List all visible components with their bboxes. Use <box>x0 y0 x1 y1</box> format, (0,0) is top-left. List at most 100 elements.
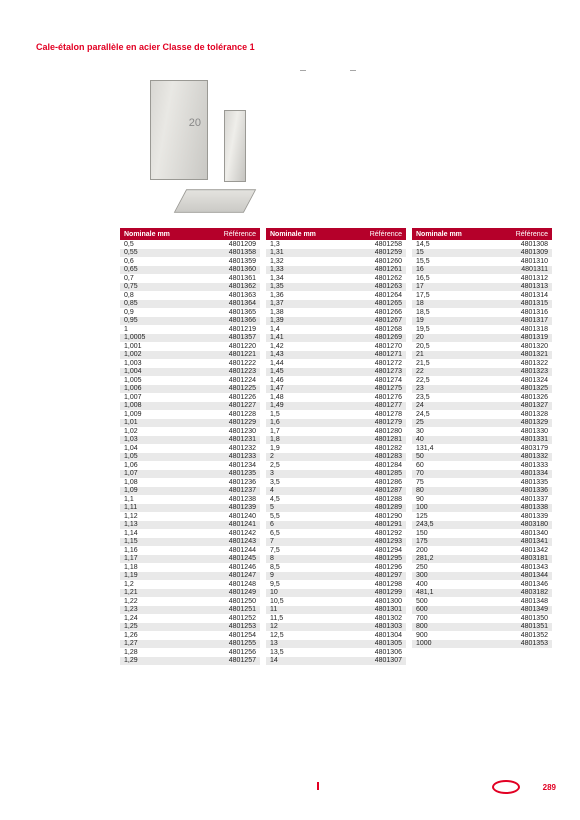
cell-nominal: 6,5 <box>266 530 347 537</box>
cell-nominal: 8 <box>266 555 347 562</box>
cell-reference: 4801245 <box>201 555 260 562</box>
cell-nominal: 1,38 <box>266 309 347 316</box>
cell-nominal: 1,09 <box>120 487 201 494</box>
cell-nominal: 1,7 <box>266 428 347 435</box>
cell-nominal: 11,5 <box>266 615 347 622</box>
cell-reference: 4801228 <box>201 411 260 418</box>
cell-nominal: 500 <box>412 598 493 605</box>
table-row: 481,14803182 <box>412 589 552 598</box>
cell-nominal: 281,2 <box>412 555 493 562</box>
cell-reference: 4801307 <box>347 657 406 664</box>
table-row: 1,454801273 <box>266 368 406 377</box>
cell-reference: 4801283 <box>347 453 406 460</box>
cell-nominal: 1,41 <box>266 334 347 341</box>
header-reference: Référence <box>201 231 260 238</box>
table-row: 1,184801246 <box>120 563 260 572</box>
table-row: 18,54801316 <box>412 308 552 317</box>
cell-reference: 4801257 <box>201 657 260 664</box>
cell-nominal: 1,18 <box>120 564 201 571</box>
cell-nominal: 1 <box>120 326 201 333</box>
cell-nominal: 7,5 <box>266 547 347 554</box>
cell-nominal: 15 <box>412 249 493 256</box>
table-row: 14801219 <box>120 325 260 334</box>
header-nominal: Nominale mm <box>266 231 347 238</box>
table-row: 1,24801248 <box>120 580 260 589</box>
cell-reference: 4801284 <box>347 462 406 469</box>
table-row: 304801330 <box>412 427 552 436</box>
cell-reference: 4801246 <box>201 564 260 571</box>
cell-nominal: 20,5 <box>412 343 493 350</box>
cell-reference: 4801364 <box>201 300 260 307</box>
cell-nominal: 1,01 <box>120 419 201 426</box>
cell-reference: 4801365 <box>201 309 260 316</box>
table-row: 17,54801314 <box>412 291 552 300</box>
table-row: 174801313 <box>412 283 552 292</box>
table-row: 1,464801274 <box>266 376 406 385</box>
table-row: 20,54801320 <box>412 342 552 351</box>
cell-nominal: 19 <box>412 317 493 324</box>
cell-reference: 4801239 <box>201 504 260 511</box>
table-row: 1,274801255 <box>120 640 260 649</box>
table-row: 704801334 <box>412 470 552 479</box>
page-number: 289 <box>543 783 556 792</box>
cell-reference: 4803180 <box>493 521 552 528</box>
cell-reference: 4801312 <box>493 275 552 282</box>
cell-reference: 4801244 <box>201 547 260 554</box>
cell-nominal: 1,31 <box>266 249 347 256</box>
cell-reference: 4801225 <box>201 385 260 392</box>
cell-nominal: 80 <box>412 487 493 494</box>
cell-reference: 4801306 <box>347 649 406 656</box>
cell-reference: 4801320 <box>493 343 552 350</box>
cell-nominal: 1,27 <box>120 640 201 647</box>
cell-reference: 4801287 <box>347 487 406 494</box>
cell-reference: 4801232 <box>201 445 260 452</box>
table-row: 1,14801238 <box>120 495 260 504</box>
cell-nominal: 1,1 <box>120 496 201 503</box>
table-row: 64801291 <box>266 521 406 530</box>
cell-reference: 4801226 <box>201 394 260 401</box>
table-row: 22,54801324 <box>412 376 552 385</box>
table-row: 19,54801318 <box>412 325 552 334</box>
cell-reference: 4801238 <box>201 496 260 503</box>
table-row: 15,54801310 <box>412 257 552 266</box>
cell-nominal: 75 <box>412 479 493 486</box>
cell-reference: 4801305 <box>347 640 406 647</box>
cell-nominal: 131,4 <box>412 445 493 452</box>
table-row: 204801319 <box>412 334 552 343</box>
table-row: 1,474801275 <box>266 385 406 394</box>
header-reference: Référence <box>347 231 406 238</box>
cell-nominal: 2,5 <box>266 462 347 469</box>
table-row: 10,54801300 <box>266 597 406 606</box>
table-row: 1,084801236 <box>120 478 260 487</box>
cell-reference: 4801339 <box>493 513 552 520</box>
table-row: 1,134801241 <box>120 521 260 530</box>
cell-reference: 4801293 <box>347 538 406 545</box>
cell-reference: 4801227 <box>201 402 260 409</box>
table-row: 3004801344 <box>412 572 552 581</box>
cell-reference: 4801249 <box>201 589 260 596</box>
table-row: 1,324801260 <box>266 257 406 266</box>
table-row: 1,414801269 <box>266 334 406 343</box>
cell-nominal: 4 <box>266 487 347 494</box>
cell-nominal: 1,39 <box>266 317 347 324</box>
cell-reference: 4801315 <box>493 300 552 307</box>
cell-nominal: 700 <box>412 615 493 622</box>
cell-nominal: 23,5 <box>412 394 493 401</box>
cell-reference: 4801274 <box>347 377 406 384</box>
table-row: 1,074801235 <box>120 470 260 479</box>
cell-reference: 4801230 <box>201 428 260 435</box>
table-row: 0,54801209 <box>120 240 260 249</box>
table-row: 1,64801279 <box>266 419 406 428</box>
cell-nominal: 1,26 <box>120 632 201 639</box>
table-row: 1254801339 <box>412 512 552 521</box>
table-header: Nominale mmRéférence <box>412 228 552 240</box>
cell-nominal: 22 <box>412 368 493 375</box>
cell-reference: 4801261 <box>347 266 406 273</box>
cell-reference: 4801336 <box>493 487 552 494</box>
cell-nominal: 900 <box>412 632 493 639</box>
cell-reference: 4801351 <box>493 623 552 630</box>
cell-nominal: 1,06 <box>120 462 201 469</box>
cell-nominal: 1,37 <box>266 300 347 307</box>
footer-tick-icon <box>317 782 319 790</box>
cell-reference: 4801330 <box>493 428 552 435</box>
